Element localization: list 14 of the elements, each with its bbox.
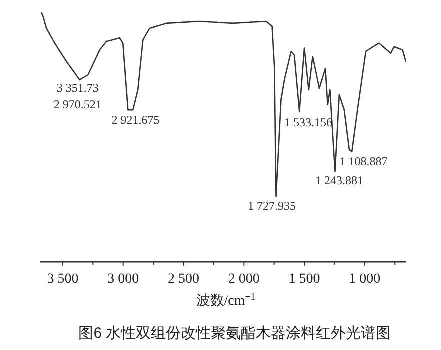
x-tick-label: 3 000 bbox=[108, 272, 140, 287]
x-tick-label: 2 500 bbox=[168, 272, 200, 287]
annotation: 2 921.675 bbox=[112, 113, 160, 128]
annotation: 3 351.73 bbox=[56, 80, 99, 95]
annotation: 1 727.935 bbox=[248, 198, 296, 213]
x-tick-label: 1 000 bbox=[349, 272, 381, 287]
x-axis-title: 波数/cm$^{−1}$ bbox=[196, 292, 256, 309]
x-tick-label: 1 500 bbox=[288, 272, 320, 287]
x-tick-label: 3 500 bbox=[47, 272, 79, 287]
annotation: 1 243.881 bbox=[315, 174, 364, 188]
x-tick-label: 2 000 bbox=[228, 272, 260, 287]
text: 图6 水性双组份改性聚氨酯木器涂料红外光谱图 bbox=[78, 325, 392, 342]
annotation: 2 970.521 bbox=[54, 98, 102, 112]
annotation: 1 108.887 bbox=[340, 154, 388, 169]
